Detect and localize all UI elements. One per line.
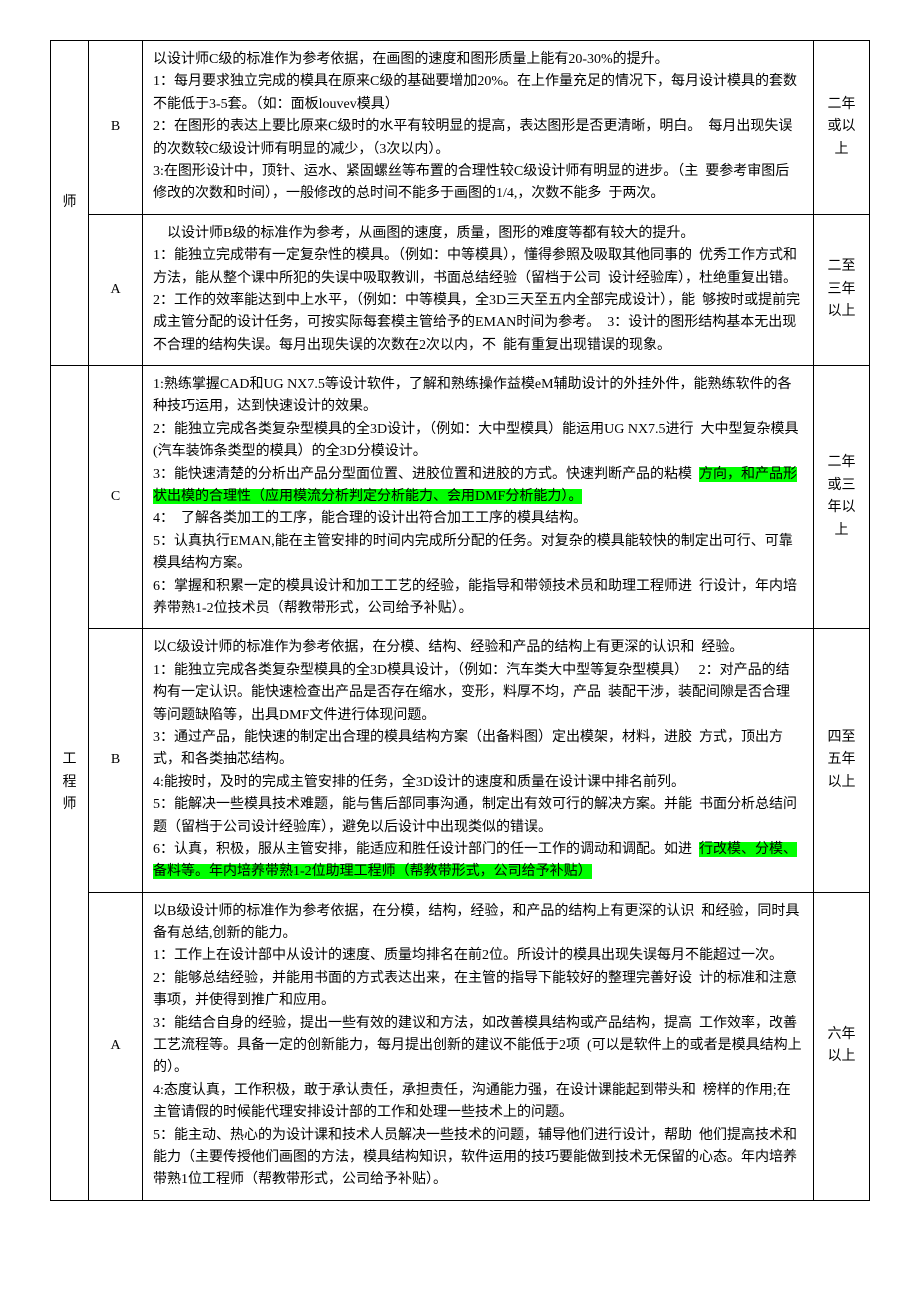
grade-cell: A	[89, 892, 143, 1200]
table-row: 工程师 C 1:熟练掌握CAD和UG NX7.5等设计软件，了解和熟练操作益模e…	[51, 366, 870, 629]
grade-label: A	[110, 1038, 120, 1053]
grade-label: A	[110, 282, 120, 297]
years-label: 四至五年以上	[828, 730, 856, 790]
description-cell: 1:熟练掌握CAD和UG NX7.5等设计软件，了解和熟练操作益模eM辅助设计的…	[143, 366, 814, 629]
table-row: A 以设计师B级的标准作为参考，从画图的速度，质量，图形的难度等都有较大的提升。…	[51, 214, 870, 365]
years-cell: 六年以上	[814, 892, 870, 1200]
description-cell: 以设计师B级的标准作为参考，从画图的速度，质量，图形的难度等都有较大的提升。 1…	[143, 214, 814, 365]
years-label: 六年以上	[828, 1027, 856, 1064]
years-label: 二至三年以上	[828, 259, 856, 319]
years-label: 二年或三年以上	[828, 455, 856, 537]
description-text: 以设计师C级的标准作为参考依据，在画图的速度和图形质量上能有20-30%的提升。…	[153, 52, 797, 201]
grade-cell: A	[89, 214, 143, 365]
years-cell: 四至五年以上	[814, 629, 870, 892]
job-grade-table: 师 B 以设计师C级的标准作为参考依据，在画图的速度和图形质量上能有20-30%…	[50, 40, 870, 1201]
description-cell: 以B级设计师的标准作为参考依据，在分模，结构，经验，和产品的结构上有更深的认识 …	[143, 892, 814, 1200]
role-cell-engineer: 工程师	[51, 366, 89, 1201]
description-text: 以设计师B级的标准作为参考，从画图的速度，质量，图形的难度等都有较大的提升。 1…	[153, 226, 800, 353]
table-row: B 以C级设计师的标准作为参考依据，在分模、结构、经验和产品的结构上有更深的认识…	[51, 629, 870, 892]
role-cell-shi: 师	[51, 41, 89, 366]
years-cell: 二年或以上	[814, 41, 870, 215]
grade-cell: C	[89, 366, 143, 629]
years-cell: 二至三年以上	[814, 214, 870, 365]
grade-cell: B	[89, 41, 143, 215]
description-text: 以B级设计师的标准作为参考依据，在分模，结构，经验，和产品的结构上有更深的认识 …	[153, 904, 802, 1188]
description-text: 1:熟练掌握CAD和UG NX7.5等设计软件，了解和熟练操作益模eM辅助设计的…	[153, 377, 799, 482]
grade-label: B	[111, 752, 120, 767]
grade-cell: B	[89, 629, 143, 892]
grade-label: B	[111, 119, 120, 134]
description-text: 4： 了解各类加工的工序，能合理的设计出符合加工工序的模具结构。 5：认真执行E…	[153, 511, 797, 616]
description-cell: 以C级设计师的标准作为参考依据，在分模、结构、经验和产品的结构上有更深的认识和 …	[143, 629, 814, 892]
grade-label: C	[111, 489, 120, 504]
role-label: 工程师	[63, 752, 77, 812]
description-text: 以C级设计师的标准作为参考依据，在分模、结构、经验和产品的结构上有更深的认识和 …	[153, 640, 797, 857]
years-label: 二年或以上	[828, 97, 856, 157]
table-row: 师 B 以设计师C级的标准作为参考依据，在画图的速度和图形质量上能有20-30%…	[51, 41, 870, 215]
table-row: A 以B级设计师的标准作为参考依据，在分模，结构，经验，和产品的结构上有更深的认…	[51, 892, 870, 1200]
description-cell: 以设计师C级的标准作为参考依据，在画图的速度和图形质量上能有20-30%的提升。…	[143, 41, 814, 215]
role-label: 师	[63, 195, 77, 210]
years-cell: 二年或三年以上	[814, 366, 870, 629]
